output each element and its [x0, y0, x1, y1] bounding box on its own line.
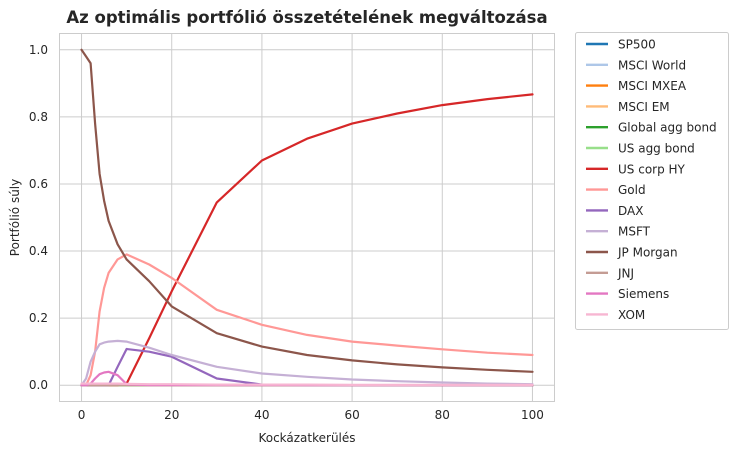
y-tick-label: 0.6 — [29, 177, 48, 191]
x-tick-label: 60 — [344, 408, 359, 422]
legend-item-global-agg-bond: Global agg bond — [586, 121, 717, 135]
y-tick-label: 0.8 — [29, 110, 48, 124]
plot-frame — [59, 33, 555, 402]
series-lines — [80, 48, 534, 387]
series-line-xom — [80, 382, 534, 386]
legend-item-us-corp-hy: US corp HY — [586, 162, 686, 176]
legend-label: US corp HY — [618, 162, 686, 176]
legend: SP500 MSCI World MSCI MXEA MSCI EM Global ag… — [575, 32, 729, 330]
legend-item-msci-world: MSCI World — [586, 58, 686, 72]
legend-item-msci-em: MSCI EM — [586, 100, 670, 114]
legend-item-dax: DAX — [586, 204, 643, 218]
legend-label: MSFT — [618, 225, 651, 239]
y-tick-label: 0.0 — [29, 378, 48, 392]
chart-title: Az optimális portfólió összetételének me… — [66, 8, 547, 27]
x-tick-label: 80 — [435, 408, 450, 422]
legend-item-sp500: SP500 — [586, 38, 656, 52]
x-tick-label: 20 — [164, 408, 179, 422]
plot-area — [59, 33, 555, 402]
legend-item-msft: MSFT — [586, 225, 651, 239]
legend-frame — [575, 32, 729, 330]
legend-item-jp-morgan: JP Morgan — [586, 246, 678, 260]
legend-item-us-agg-bond: US agg bond — [586, 142, 695, 156]
legend-label: DAX — [618, 204, 643, 218]
legend-label: MSCI World — [618, 58, 686, 72]
x-tick-label: 0 — [78, 408, 86, 422]
legend-item-msci-mxea: MSCI MXEA — [586, 79, 687, 93]
legend-label: US agg bond — [618, 142, 695, 156]
legend-label: Gold — [618, 183, 646, 197]
y-axis-label: Portfólió súly — [8, 179, 22, 256]
legend-label: JNJ — [617, 266, 634, 280]
x-tick-label: 40 — [254, 408, 269, 422]
x-tick-label: 100 — [521, 408, 544, 422]
legend-item-gold: Gold — [586, 183, 646, 197]
y-tick-label: 0.2 — [29, 311, 48, 325]
legend-label: MSCI EM — [618, 100, 670, 114]
legend-item-siemens: Siemens — [586, 287, 669, 301]
legend-label: SP500 — [618, 38, 656, 52]
series-line-msft — [80, 339, 534, 387]
legend-item-jnj: JNJ — [586, 266, 634, 280]
legend-label: XOM — [618, 308, 645, 322]
legend-label: Siemens — [618, 287, 669, 301]
y-tick-label: 0.4 — [29, 244, 48, 258]
x-axis-label: Kockázatkerülés — [258, 431, 355, 445]
legend-label: Global agg bond — [618, 121, 717, 135]
legend-item-xom: XOM — [586, 308, 645, 322]
series-line-jp-morgan — [80, 48, 534, 373]
legend-label: JP Morgan — [617, 246, 678, 260]
legend-label: MSCI MXEA — [618, 79, 687, 93]
y-tick-label: 1.0 — [29, 43, 48, 57]
tick-labels: 0 20 40 60 80 100 0.0 0.2 0.4 0.6 0.8 1.0 — [29, 43, 544, 422]
